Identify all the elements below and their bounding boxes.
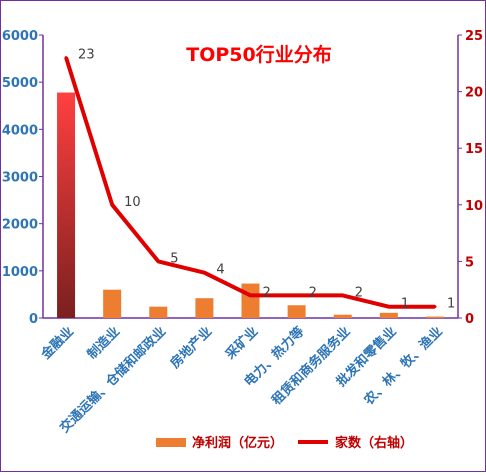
line-point xyxy=(110,203,114,207)
legend-swatch-bar xyxy=(156,438,186,447)
right-axis-tick-label: 15 xyxy=(465,142,483,157)
line-data-label: 1 xyxy=(447,297,455,312)
line-point xyxy=(64,56,68,60)
right-axis-tick-label: 0 xyxy=(465,312,474,327)
bar xyxy=(195,298,214,318)
line-data-label: 2 xyxy=(355,285,363,300)
category-label: 采矿业 xyxy=(222,324,262,364)
bar xyxy=(103,289,122,318)
line-point xyxy=(387,305,391,309)
line-point xyxy=(341,293,345,297)
right-axis-tick-label: 10 xyxy=(465,199,483,214)
left-axis-tick-label: 2000 xyxy=(2,218,38,233)
left-axis-tick-label: 3000 xyxy=(2,171,38,186)
plot-area: 0 1000 2000 3000 4000 5000 6000 0 5 10 15 20 25 23 10 5… xyxy=(2,29,483,436)
left-axis-tick-label: 1000 xyxy=(2,265,38,280)
line-series xyxy=(64,57,435,309)
bar xyxy=(57,92,76,318)
line-data-label: 4 xyxy=(216,263,224,278)
category-label: 租赁和商务服务业 xyxy=(269,324,354,409)
bar xyxy=(287,305,306,318)
legend-label-line: 家数（右轴） xyxy=(335,435,413,451)
line-point xyxy=(295,293,299,297)
left-axis-tick-label: 5000 xyxy=(2,76,38,91)
line-point xyxy=(433,305,437,309)
bar xyxy=(333,314,352,318)
legend: 净利润（亿元） 家数（右轴） xyxy=(156,435,413,451)
line-data-label: 2 xyxy=(263,285,271,300)
bar xyxy=(425,316,444,318)
line-point xyxy=(156,259,160,263)
left-axis-tick-label: 4000 xyxy=(2,123,38,138)
category-label: 房地产业 xyxy=(167,324,215,372)
line-data-label: 10 xyxy=(124,195,141,210)
line-data-label: 1 xyxy=(401,297,409,312)
category-label: 农、林、牧、渔业 xyxy=(360,324,446,410)
bar xyxy=(379,312,398,318)
right-axis-tick-label: 5 xyxy=(465,255,474,270)
bar xyxy=(241,283,260,318)
line-data-label: 2 xyxy=(309,285,317,300)
line-point xyxy=(202,271,206,275)
left-axis-tick-label: 0 xyxy=(29,312,38,327)
category-label: 金融业 xyxy=(37,324,77,364)
right-axis-tick-label: 20 xyxy=(465,86,483,101)
left-axis-tick-label: 6000 xyxy=(2,29,38,44)
right-axis-tick-label: 25 xyxy=(465,29,483,44)
chart-title: TOP50行业分布 xyxy=(186,43,331,66)
line-point xyxy=(249,293,252,297)
bar xyxy=(149,306,168,318)
category-label: 制造业 xyxy=(84,324,123,363)
legend-label-bar: 净利润（亿元） xyxy=(192,435,283,451)
line-data-label: 23 xyxy=(78,48,95,63)
line-data-label: 5 xyxy=(170,251,178,266)
